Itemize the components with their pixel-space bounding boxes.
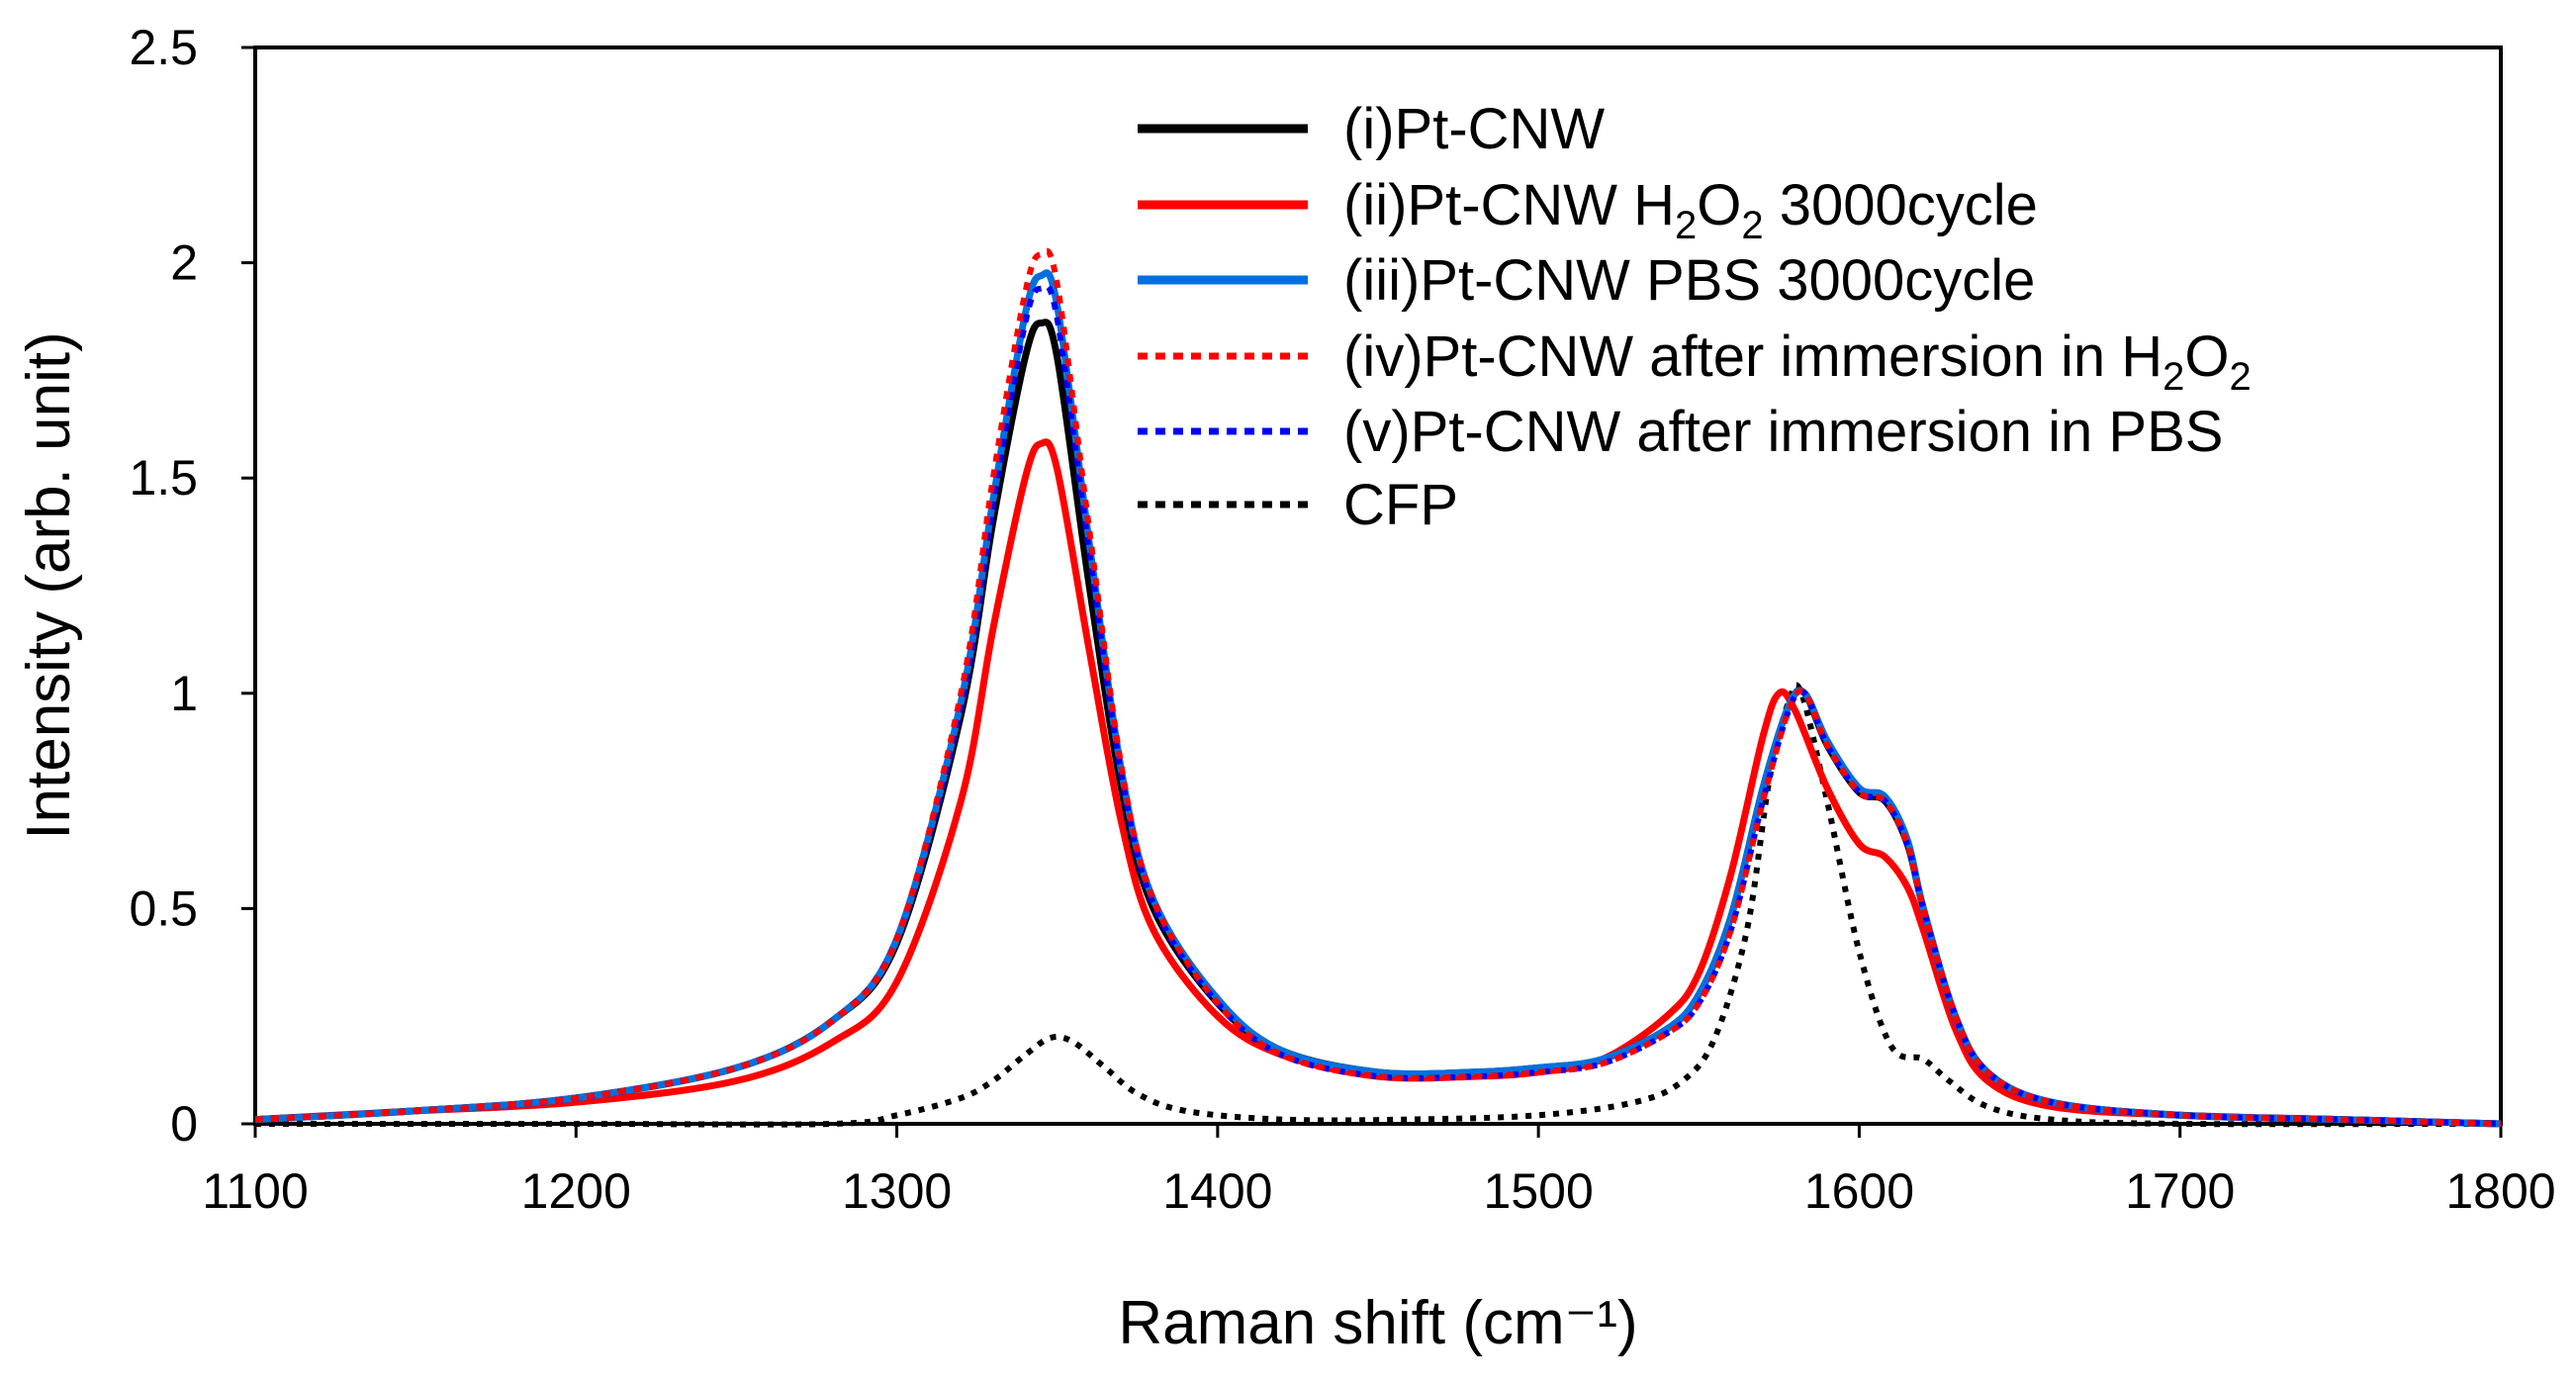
- x-axis-title: Raman shift (cm⁻¹): [1118, 1289, 1637, 1357]
- x-tick-label-1100: 1100: [202, 1163, 309, 1219]
- series-layer: [254, 247, 2502, 1128]
- x-tick-label-1700: 1700: [2125, 1163, 2235, 1219]
- series-line-6: [255, 682, 2502, 1128]
- legend-label-1: (i)Pt-CNW: [1343, 97, 1605, 161]
- x-tick-label-1500: 1500: [1484, 1163, 1594, 1219]
- legend-label-5: (v)Pt-CNW after immersion in PBS: [1343, 400, 2223, 464]
- legend-label-2: (ii)Pt-CNW H2O2 3000cycle: [1343, 173, 2038, 247]
- plot-frame: [253, 46, 2503, 1126]
- x-tick-label-1200: 1200: [521, 1163, 631, 1219]
- y-tick-label-1.5: 1.5: [129, 450, 198, 506]
- y-axis-title: Intensity (arb. unit): [15, 331, 83, 839]
- y-tick-label-1: 1: [170, 666, 198, 721]
- x-tick-label-1300: 1300: [842, 1163, 952, 1219]
- y-tick-label-0.5: 0.5: [129, 880, 198, 936]
- x-tick-label-1400: 1400: [1162, 1163, 1272, 1219]
- y-tick-label-2: 2: [170, 235, 198, 291]
- axis-ticks: 1100 1200 1300 1400 1500 1600 1700 1800 0 0.5 1 1.5…: [129, 20, 2555, 1219]
- legend-label-3: (iii)Pt-CNW PBS 3000cycle: [1343, 248, 2035, 313]
- x-tick-label-1800: 1800: [2445, 1163, 2555, 1219]
- y-tick-label-0: 0: [170, 1096, 198, 1152]
- x-tick-label-1600: 1600: [1804, 1163, 1914, 1219]
- legend-label-4: (iv)Pt-CNW after immersion in H2O2: [1343, 324, 2252, 399]
- series-line-4: [254, 247, 2502, 1127]
- series-line-2: [254, 438, 2502, 1128]
- legend-label-6: CFP: [1343, 473, 1458, 537]
- y-tick-label-2.5: 2.5: [129, 20, 198, 75]
- legend: (i)Pt-CNW (ii)Pt-CNW H2O2 3000cycle(iii)P…: [1138, 97, 2252, 537]
